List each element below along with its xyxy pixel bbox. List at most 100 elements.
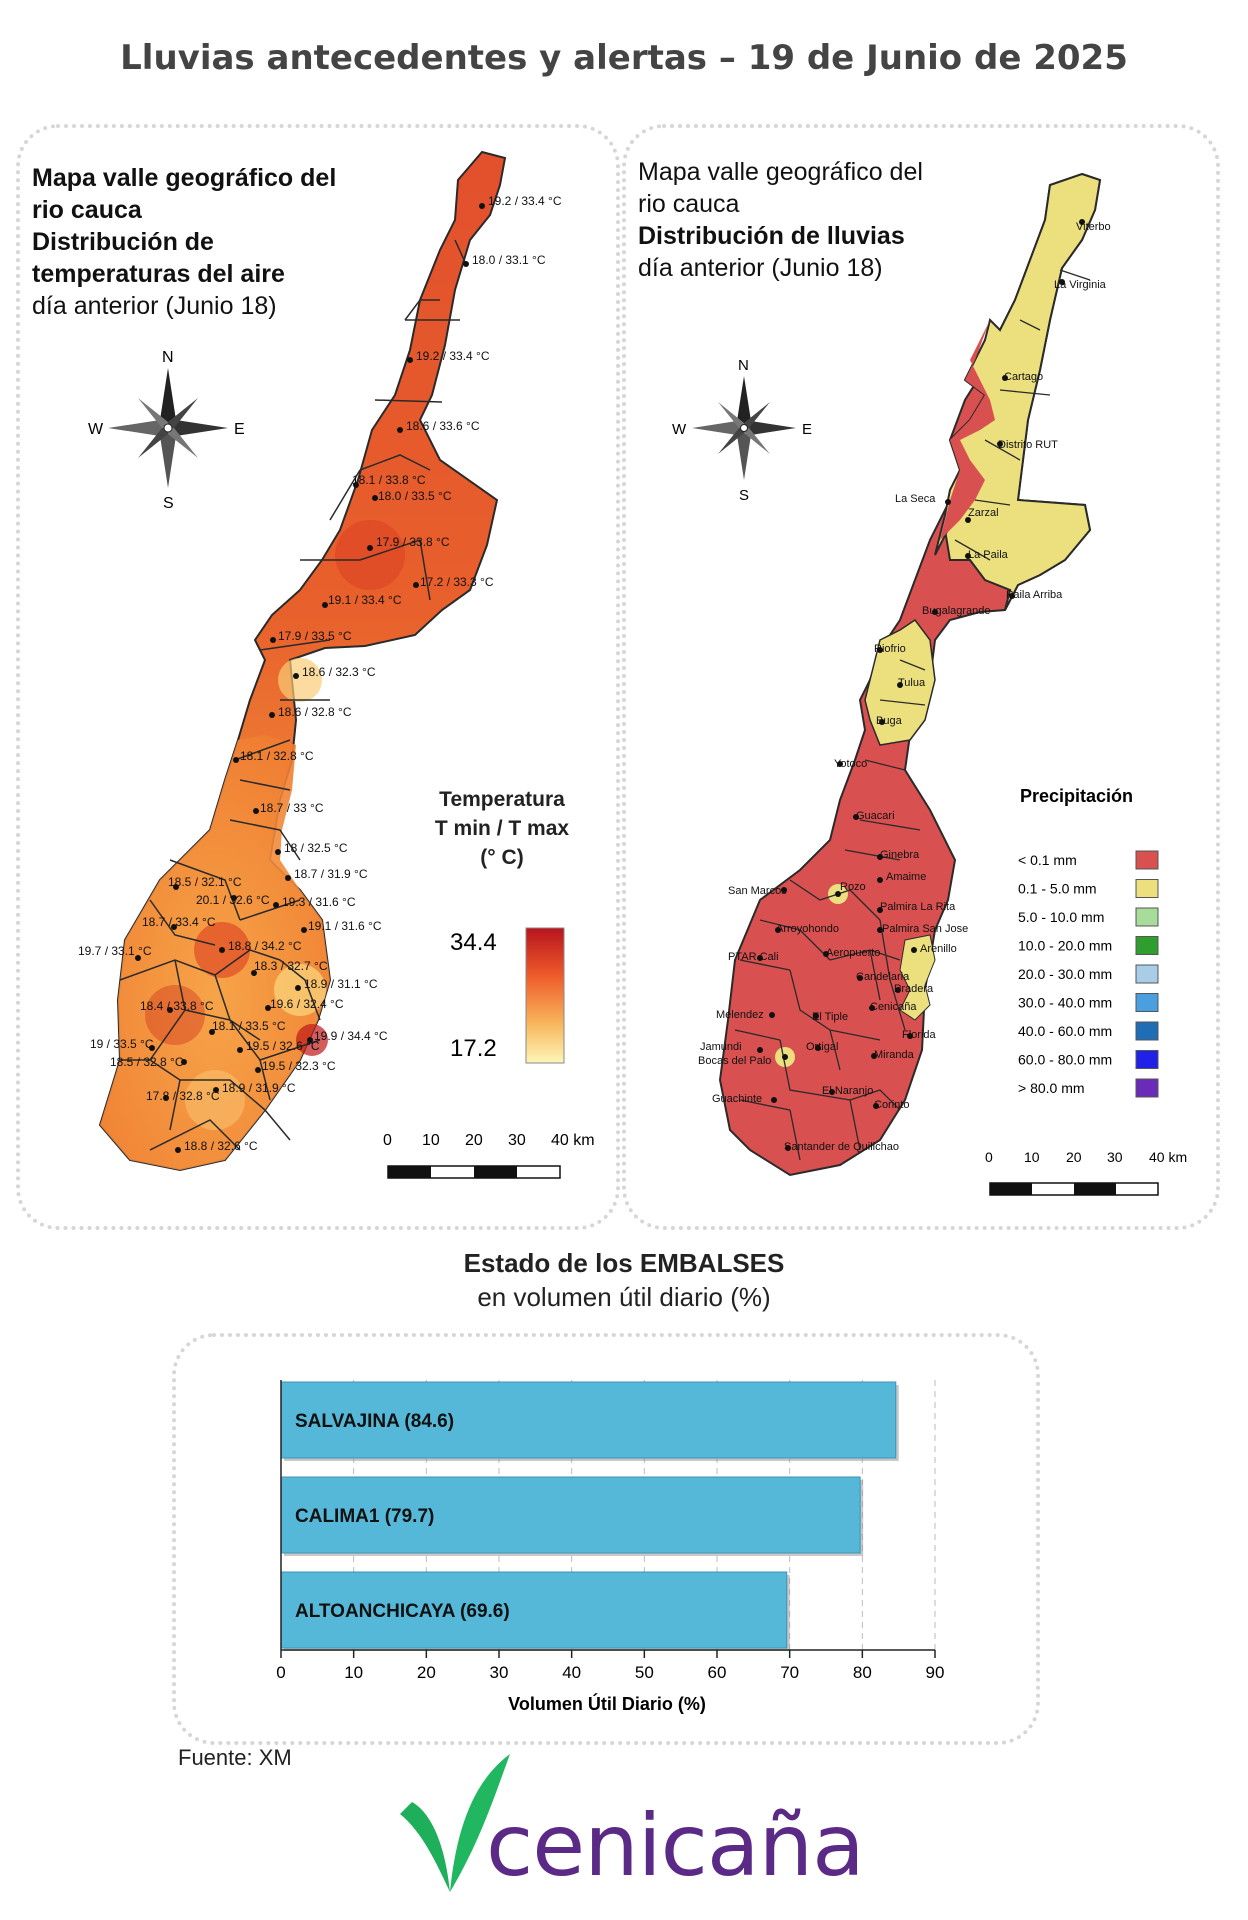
place-label: PTAR Cali (728, 951, 779, 963)
place-label: Corinto (874, 1099, 909, 1111)
place-label: Amaime (886, 871, 926, 883)
place-label: Guachinte (712, 1093, 762, 1105)
station-label: 17.8 / 32.8 °C (146, 1089, 220, 1103)
station-label: 18.1 / 32.8 °C (240, 749, 314, 763)
scale-label: 20 (465, 1132, 483, 1149)
reservoirs-subtitle: en volumen útil diario (%) (477, 1282, 771, 1312)
scale-label: 40 km (1149, 1149, 1187, 1165)
legend-swatch (1135, 936, 1159, 955)
place-label: Pradera (894, 983, 934, 995)
place-label: Jamundi (700, 1041, 742, 1053)
legend-label: 30.0 - 40.0 mm (1018, 995, 1112, 1011)
compass-e: E (802, 421, 812, 438)
compass-rose-icon: N S E W (672, 357, 812, 504)
place-label: Candelaria (856, 971, 910, 983)
precipitation-legend: < 0.1 mm 0.1 - 5.0 mm 5.0 - 10.0 mm 10.0 - … (1018, 850, 1159, 1098)
compass-w: W (672, 421, 687, 438)
station-label: 18.0 / 33.5 °C (378, 489, 452, 503)
place-label: La Paila (968, 549, 1009, 561)
station-label: 18.8 / 34.2 °C (228, 939, 302, 953)
rain-heading-line1: Mapa valle geográfico del (638, 158, 923, 186)
station-label: 18.6 / 33.6 °C (406, 419, 480, 433)
reservoirs-panel (172, 1333, 1040, 1745)
place-label: Aeropuerto (826, 947, 880, 959)
station-label: 18.1 / 33.8 °C (352, 473, 426, 487)
legend-swatch (1135, 964, 1159, 984)
place-label: El Tiple (812, 1011, 848, 1023)
station-label: 19 / 33.5 °C (90, 1037, 154, 1051)
station-label: 18 / 32.5 °C (284, 841, 348, 855)
rain-heading-line4: día anterior (Junio 18) (638, 254, 883, 282)
temperature-legend-max: 34.4 (450, 929, 497, 956)
coolspot (185, 1070, 245, 1130)
legend-label: > 80.0 mm (1018, 1080, 1085, 1096)
rain-zone-red-west (940, 320, 995, 540)
station-label: 18.4 / 33.8 °C (140, 999, 214, 1013)
station-label: 18.1 / 33.5 °C (212, 1019, 286, 1033)
coolspot (278, 658, 322, 702)
place-label: Bocas del Palo (698, 1055, 771, 1067)
place-label: Cenicaña (870, 1001, 917, 1013)
station-label: 19.7 / 33.1 °C (78, 944, 152, 958)
legend-swatch (1135, 1078, 1159, 1098)
legend-label: 60.0 - 80.0 mm (1018, 1052, 1112, 1068)
station-label: 19.6 / 32.4 °C (270, 997, 344, 1011)
cenicana-leaf-icon (400, 1754, 510, 1892)
page-title: Lluvias antecedentes y alertas – 19 de J… (120, 38, 1128, 78)
bar-label: ALTOANCHICAYA (69.6) (295, 1601, 510, 1622)
tick-label: 0 (276, 1663, 285, 1682)
temperature-stations (135, 203, 485, 1153)
hotspot (335, 520, 405, 590)
tick-label: 10 (344, 1663, 363, 1682)
bar (280, 1381, 897, 1459)
scale-label: 30 (1107, 1149, 1123, 1165)
scale-label: 0 (985, 1149, 993, 1165)
tick-label: 80 (853, 1663, 872, 1682)
station-label: 19.3 / 31.6 °C (282, 895, 356, 909)
compass-n: N (162, 349, 174, 366)
tick-label: 60 (708, 1663, 727, 1682)
reservoir-bar-chart: SALVAJINA (84.6) CALIMA1 (79.7) ALTOANCHIC… (276, 1380, 944, 1714)
station-label: 18.6 / 32.8 °C (278, 705, 352, 719)
place-label: Distrito RUT (998, 439, 1058, 451)
rain-zone-lines (734, 269, 1091, 1161)
legend-label: 20.0 - 30.0 mm (1018, 966, 1112, 982)
place-label: Rozo (840, 881, 866, 893)
place-label: El Naranjo (822, 1085, 873, 1097)
place-label: Palmira La Rita (880, 901, 956, 913)
reservoirs-title: Estado de los EMBALSES (463, 1248, 785, 1278)
place-label: Ortigal (806, 1041, 838, 1053)
hotspot (145, 985, 205, 1045)
place-label: San Marcos (728, 885, 787, 897)
compass-s: S (163, 495, 174, 512)
temperature-legend-title: Temperatura T min / T max (° C) (412, 785, 592, 872)
bar-label: SALVAJINA (84.6) (295, 1411, 454, 1432)
station-label: 18.0 / 33.1 °C (472, 253, 546, 267)
place-label: Buga (876, 715, 903, 727)
place-label: La Seca (895, 493, 936, 505)
rain-heading-line2: rio cauca (638, 190, 740, 218)
rain-zone-yellow-east (899, 934, 936, 1021)
legend-title-line1: Temperatura (439, 788, 565, 811)
compass-s: S (739, 487, 749, 504)
temperature-legend-gradient (525, 927, 565, 1064)
place-label: La Virginia (1054, 279, 1107, 291)
tick-label: 30 (490, 1663, 509, 1682)
station-label: 19.9 / 34.4 °C (314, 1029, 388, 1043)
station-label: 18.9 / 31.1 °C (304, 977, 378, 991)
compass-rose-icon: N S E W (88, 349, 245, 512)
legend-label: 5.0 - 10.0 mm (1018, 909, 1104, 925)
bar (280, 1571, 788, 1649)
station-label: 18.7 / 33.4 °C (142, 915, 216, 929)
cenicana-logo-text: cenicaña (486, 1796, 865, 1896)
station-label: 19.1 / 31.6 °C (308, 919, 382, 933)
place-label: Zarzal (968, 507, 999, 519)
tick-label: 70 (780, 1663, 799, 1682)
temp-heading-line1: Mapa valle geográfico del (32, 164, 337, 192)
place-label: Melendez (716, 1009, 764, 1021)
scale-label: 10 (422, 1132, 440, 1149)
place-label: Miranda (874, 1049, 915, 1061)
place-label: Palmira San Jose (882, 923, 968, 935)
place-label: Guacari (856, 810, 895, 822)
precipitation-legend-title: Precipitación (1020, 786, 1133, 806)
